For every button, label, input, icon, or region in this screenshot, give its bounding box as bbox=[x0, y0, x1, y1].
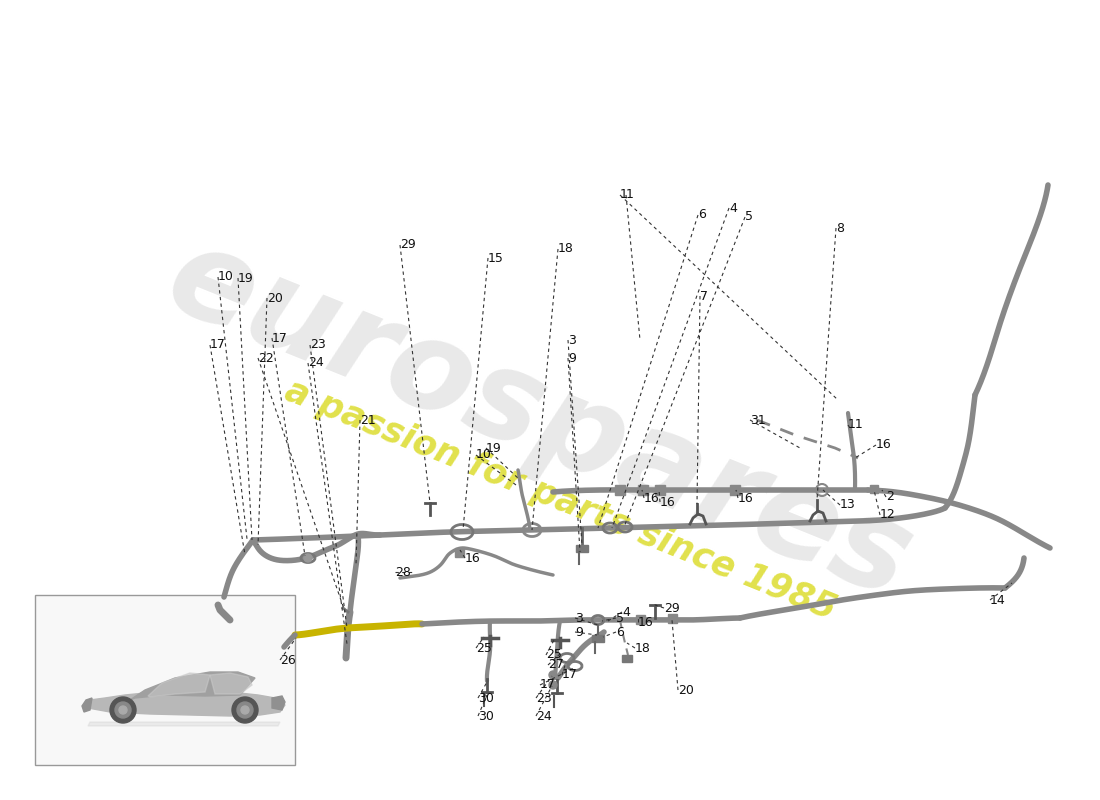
Circle shape bbox=[119, 706, 126, 714]
Text: 2: 2 bbox=[886, 490, 894, 503]
Bar bbox=[654, 485, 666, 495]
Text: 3: 3 bbox=[568, 334, 576, 346]
Circle shape bbox=[549, 671, 557, 679]
Text: 29: 29 bbox=[400, 238, 416, 251]
Text: 22: 22 bbox=[258, 351, 274, 365]
Text: 30: 30 bbox=[478, 710, 494, 722]
Text: 14: 14 bbox=[990, 594, 1005, 606]
Text: 7: 7 bbox=[700, 290, 708, 302]
Text: eurospares: eurospares bbox=[151, 216, 930, 624]
Text: 16: 16 bbox=[644, 491, 660, 505]
Polygon shape bbox=[85, 690, 285, 716]
Text: 5: 5 bbox=[745, 210, 754, 223]
Bar bbox=[730, 485, 740, 495]
Circle shape bbox=[236, 702, 253, 718]
Text: 12: 12 bbox=[880, 509, 895, 522]
Text: 19: 19 bbox=[238, 271, 254, 285]
Bar bbox=[455, 548, 464, 557]
Circle shape bbox=[241, 706, 249, 714]
Bar bbox=[638, 485, 648, 495]
Text: 25: 25 bbox=[546, 649, 562, 662]
Circle shape bbox=[304, 554, 312, 562]
Text: 24: 24 bbox=[536, 710, 552, 722]
Text: 16: 16 bbox=[638, 615, 653, 629]
Bar bbox=[576, 545, 588, 552]
Polygon shape bbox=[130, 672, 255, 700]
Text: 23: 23 bbox=[310, 338, 326, 351]
Text: a passion for parts since 1985: a passion for parts since 1985 bbox=[279, 374, 840, 626]
Polygon shape bbox=[148, 673, 210, 697]
Polygon shape bbox=[272, 696, 285, 710]
Text: 16: 16 bbox=[660, 495, 675, 509]
Text: 29: 29 bbox=[664, 602, 680, 614]
Text: 10: 10 bbox=[218, 270, 234, 283]
Text: 28: 28 bbox=[395, 566, 411, 578]
Text: 18: 18 bbox=[635, 642, 651, 654]
Bar bbox=[668, 614, 676, 623]
Text: 19: 19 bbox=[486, 442, 502, 454]
Text: 24: 24 bbox=[308, 357, 323, 370]
Bar bbox=[870, 485, 878, 493]
Text: 6: 6 bbox=[616, 626, 624, 638]
Polygon shape bbox=[82, 698, 92, 712]
Text: 16: 16 bbox=[465, 551, 481, 565]
Text: 8: 8 bbox=[836, 222, 844, 234]
Text: 18: 18 bbox=[558, 242, 574, 255]
Text: 9: 9 bbox=[568, 351, 576, 365]
Text: 16: 16 bbox=[876, 438, 892, 451]
Text: 20: 20 bbox=[678, 683, 694, 697]
Text: 27: 27 bbox=[548, 658, 564, 671]
Text: 30: 30 bbox=[478, 691, 494, 705]
Text: 6: 6 bbox=[698, 209, 706, 222]
Bar bbox=[35, 595, 295, 765]
Circle shape bbox=[232, 697, 258, 723]
Text: 11: 11 bbox=[848, 418, 864, 431]
Text: 1: 1 bbox=[620, 189, 628, 202]
Circle shape bbox=[549, 681, 557, 689]
Text: 17: 17 bbox=[210, 338, 225, 351]
Text: 5: 5 bbox=[616, 611, 624, 625]
Text: 17: 17 bbox=[272, 331, 288, 345]
Circle shape bbox=[116, 702, 131, 718]
Text: 31: 31 bbox=[750, 414, 766, 426]
Text: 20: 20 bbox=[267, 291, 283, 305]
Text: 23: 23 bbox=[536, 691, 552, 705]
Text: 17: 17 bbox=[540, 678, 556, 691]
Text: 10: 10 bbox=[476, 449, 492, 462]
Text: 4: 4 bbox=[729, 202, 737, 214]
Text: 4: 4 bbox=[621, 606, 630, 618]
Text: 15: 15 bbox=[488, 251, 504, 265]
Text: 16: 16 bbox=[738, 491, 754, 505]
Bar bbox=[615, 485, 625, 495]
Circle shape bbox=[110, 697, 136, 723]
Text: 9: 9 bbox=[575, 626, 583, 638]
Polygon shape bbox=[88, 722, 280, 726]
Bar bbox=[636, 615, 645, 624]
Bar bbox=[592, 635, 604, 642]
Polygon shape bbox=[210, 673, 252, 694]
Text: 21: 21 bbox=[360, 414, 376, 426]
Text: 25: 25 bbox=[476, 642, 492, 654]
Bar bbox=[621, 655, 632, 662]
Text: 3: 3 bbox=[575, 611, 583, 625]
Text: 1: 1 bbox=[626, 189, 634, 202]
Text: 13: 13 bbox=[840, 498, 856, 511]
Text: 26: 26 bbox=[280, 654, 296, 666]
Text: 17: 17 bbox=[562, 669, 578, 682]
